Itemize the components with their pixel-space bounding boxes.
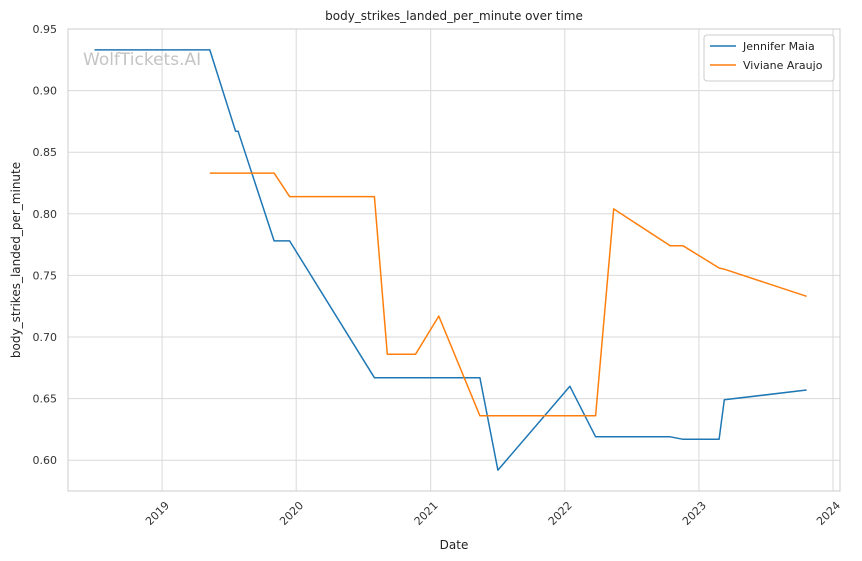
y-tick-label: 0.95 (33, 23, 58, 36)
legend-label: Viviane Araujo (743, 59, 823, 72)
x-tick-label: 2020 (277, 499, 306, 528)
y-tick-label: 0.70 (33, 331, 58, 344)
chart-title: body_strikes_landed_per_minute over time (325, 9, 583, 23)
x-tick-label: 2024 (814, 499, 843, 528)
legend-label: Jennifer Maia (742, 40, 815, 53)
x-tick-label: 2023 (680, 499, 709, 528)
y-tick-label: 0.90 (33, 85, 58, 98)
x-tick-label: 2019 (143, 499, 172, 528)
series-layer (94, 49, 807, 471)
y-axis-label: body_strikes_landed_per_minute (9, 162, 23, 358)
series-line-viviane-araujo (209, 172, 807, 417)
plot-area (67, 28, 841, 492)
grid-lines (68, 28, 840, 491)
watermark: WolfTickets.AI (83, 50, 201, 70)
x-tick-label: 2022 (546, 499, 575, 528)
y-tick-label: 0.75 (33, 269, 58, 282)
legend: Jennifer Maia Viviane Araujo (703, 34, 835, 82)
x-tick-label: 2021 (412, 499, 441, 528)
y-tick-label: 0.65 (33, 393, 58, 406)
y-tick-label: 0.60 (33, 454, 58, 467)
legend-box (703, 34, 835, 82)
series-line-jennifer-maia (94, 49, 807, 471)
y-tick-label: 0.85 (33, 146, 58, 159)
y-tick-label: 0.80 (33, 208, 58, 221)
x-axis-label: Date (440, 538, 469, 552)
